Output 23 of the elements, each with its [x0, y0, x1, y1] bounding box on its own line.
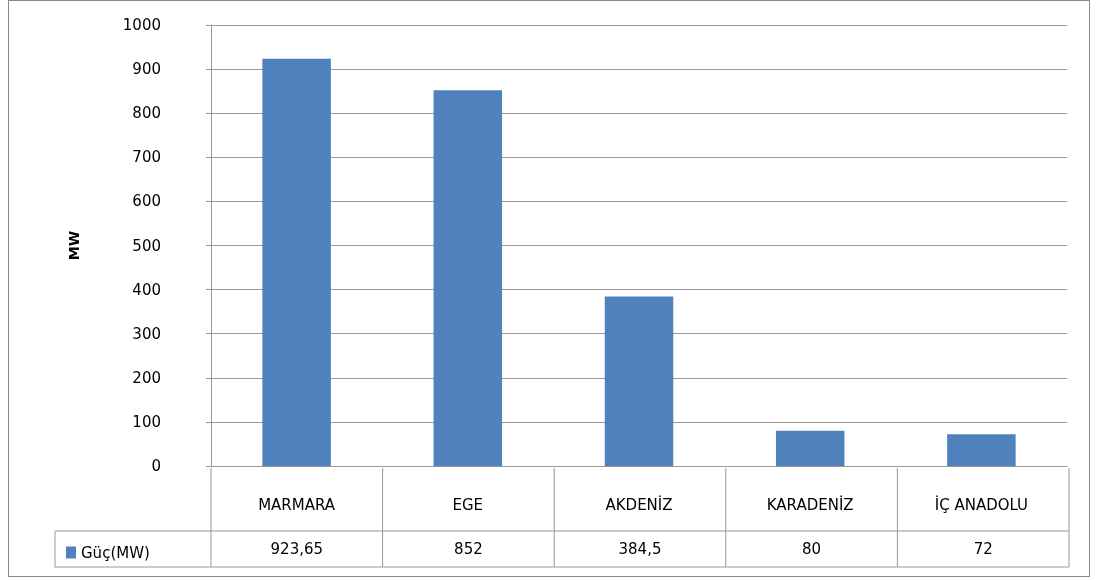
data-label: 923,65: [270, 540, 324, 558]
x-tick-label: MARMARA: [258, 496, 336, 514]
y-tick-label: 100: [132, 412, 161, 431]
y-axis-title: MW: [66, 230, 82, 261]
x-tick-label: İÇ ANADOLU: [934, 495, 1029, 514]
y-tick-label: 700: [132, 148, 161, 167]
x-tick-label: KARADENİZ: [766, 495, 854, 514]
y-tick-label: 500: [132, 236, 161, 255]
y-tick-label: 800: [132, 104, 161, 123]
data-label: 852: [454, 540, 483, 558]
y-tick-label: 0: [151, 457, 161, 475]
legend-label: Güç(MW): [81, 543, 150, 562]
y-tick-label: 300: [132, 324, 161, 343]
y-tick-label: 400: [132, 280, 161, 299]
data-label: 72: [973, 540, 993, 558]
y-tick-label: 1000: [122, 16, 161, 34]
y-tick-label: 600: [132, 192, 161, 211]
y-tick-label: 200: [132, 368, 161, 387]
data-label: 384,5: [618, 540, 662, 558]
y-tick-label: 900: [132, 60, 161, 79]
data-label: 80: [802, 540, 822, 558]
x-tick-label: EGE: [452, 496, 484, 514]
x-tick-label: AKDENİZ: [605, 495, 673, 514]
